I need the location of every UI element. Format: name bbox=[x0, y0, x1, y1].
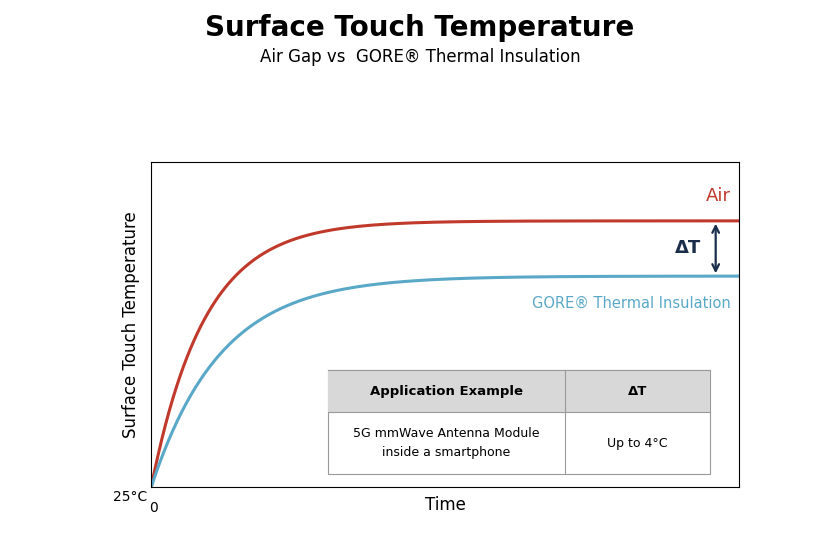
Text: ΔT: ΔT bbox=[675, 240, 701, 258]
Text: Surface Touch Temperature: Surface Touch Temperature bbox=[205, 14, 635, 42]
Text: Air Gap vs  GORE® Thermal Insulation: Air Gap vs GORE® Thermal Insulation bbox=[260, 48, 580, 66]
Text: 25°C: 25°C bbox=[113, 490, 147, 504]
Text: ΔT: ΔT bbox=[627, 385, 647, 398]
X-axis label: Time: Time bbox=[425, 496, 465, 514]
Text: GORE® Thermal Insulation: GORE® Thermal Insulation bbox=[532, 296, 731, 311]
Text: 5G mmWave Antenna Module
inside a smartphone: 5G mmWave Antenna Module inside a smartp… bbox=[353, 427, 539, 459]
Text: 0: 0 bbox=[150, 501, 158, 515]
Text: Application Example: Application Example bbox=[370, 385, 522, 398]
Y-axis label: Surface Touch Temperature: Surface Touch Temperature bbox=[122, 212, 140, 438]
Bar bbox=[328, 370, 710, 412]
Bar bbox=[328, 370, 710, 474]
Text: Up to 4°C: Up to 4°C bbox=[607, 437, 668, 450]
Text: Air: Air bbox=[706, 186, 731, 204]
